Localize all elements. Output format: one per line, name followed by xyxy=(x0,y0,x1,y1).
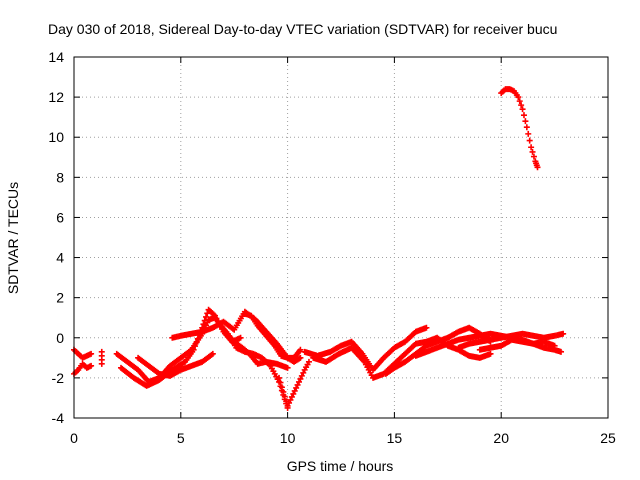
series-arc1 xyxy=(71,346,95,361)
data-point xyxy=(551,342,558,349)
data-point xyxy=(294,381,301,388)
data-point xyxy=(281,393,288,400)
series-arc16 xyxy=(476,336,558,353)
y-tick-label: -4 xyxy=(52,410,65,426)
data-point xyxy=(209,350,216,357)
data-point xyxy=(297,354,304,361)
x-tick-label: 10 xyxy=(280,430,296,446)
data-point xyxy=(192,343,199,350)
data-point xyxy=(290,390,297,397)
data-point xyxy=(305,358,312,365)
x-tick-label: 15 xyxy=(387,430,403,446)
data-point xyxy=(534,164,541,171)
series-arc8 xyxy=(216,320,291,411)
data-point xyxy=(423,324,430,331)
y-tick-label: 0 xyxy=(56,330,64,346)
data-point xyxy=(88,362,95,369)
data-point xyxy=(300,369,307,376)
data-point xyxy=(284,364,291,371)
data-point xyxy=(523,124,530,131)
y-tick-label: 10 xyxy=(48,129,64,145)
data-point xyxy=(291,387,298,394)
x-tick-label: 25 xyxy=(600,430,616,446)
data-point xyxy=(529,148,536,155)
data-point xyxy=(288,393,295,400)
x-tick-label: 20 xyxy=(493,430,509,446)
data-point xyxy=(190,346,197,353)
data-point xyxy=(201,317,208,324)
data-point xyxy=(200,321,207,328)
data-point xyxy=(286,399,293,406)
y-tick-label: 8 xyxy=(56,169,64,185)
plot-frame xyxy=(73,56,609,419)
data-point xyxy=(297,346,304,353)
data-point xyxy=(277,379,284,386)
data-point xyxy=(293,384,300,391)
series-arc9 xyxy=(241,310,304,361)
data-point xyxy=(516,98,523,105)
data-point xyxy=(276,374,283,381)
y-tick-label: 2 xyxy=(56,290,64,306)
data-point xyxy=(525,130,532,137)
data-point xyxy=(203,313,210,320)
data-point xyxy=(280,388,287,395)
series-arc15 xyxy=(455,330,567,351)
y-axis-label: SDTVAR / TECUs xyxy=(5,182,21,294)
data-point xyxy=(194,335,201,342)
y-tick-label: 4 xyxy=(56,250,64,266)
data-point xyxy=(298,372,305,379)
data-point xyxy=(98,360,105,367)
series-arc6 xyxy=(135,350,216,379)
chart-title: Day 030 of 2018, Sidereal Day-to-day VTE… xyxy=(48,21,557,37)
x-tick-label: 0 xyxy=(70,430,78,446)
series-arc3 xyxy=(98,348,105,367)
series-arc17 xyxy=(498,86,541,171)
data-point xyxy=(515,94,522,101)
series-arc2 xyxy=(71,360,95,377)
y-tick-label: 6 xyxy=(56,209,64,225)
data-point xyxy=(530,153,537,160)
series-arc10 xyxy=(276,358,312,409)
data-point xyxy=(520,112,527,119)
x-tick-labels: 0 5 10 15 20 25 xyxy=(70,430,616,446)
data-point xyxy=(487,350,494,357)
data-point xyxy=(519,106,526,113)
x-axis-label: GPS time / hours xyxy=(287,458,394,474)
data-point xyxy=(287,396,294,403)
data-point xyxy=(560,330,567,337)
data-point xyxy=(278,384,285,391)
x-tick-label: 5 xyxy=(177,430,185,446)
data-point xyxy=(528,144,535,151)
data-points xyxy=(71,86,567,411)
data-point xyxy=(297,375,304,382)
data-point xyxy=(558,348,565,355)
data-point xyxy=(193,339,200,346)
series-arc7 xyxy=(169,308,304,365)
data-point xyxy=(526,137,533,144)
data-point xyxy=(88,350,95,357)
y-tick-labels: -4 -2 0 2 4 6 8 10 12 14 xyxy=(48,49,64,426)
data-point xyxy=(284,402,291,409)
series-arc13 xyxy=(382,324,494,377)
y-tick-label: 14 xyxy=(48,49,64,65)
y-tick-label: 12 xyxy=(48,89,64,105)
data-point xyxy=(295,378,302,385)
data-point xyxy=(522,118,529,125)
data-point xyxy=(237,334,244,341)
data-point xyxy=(518,102,525,109)
y-tick-label: -2 xyxy=(52,370,65,386)
